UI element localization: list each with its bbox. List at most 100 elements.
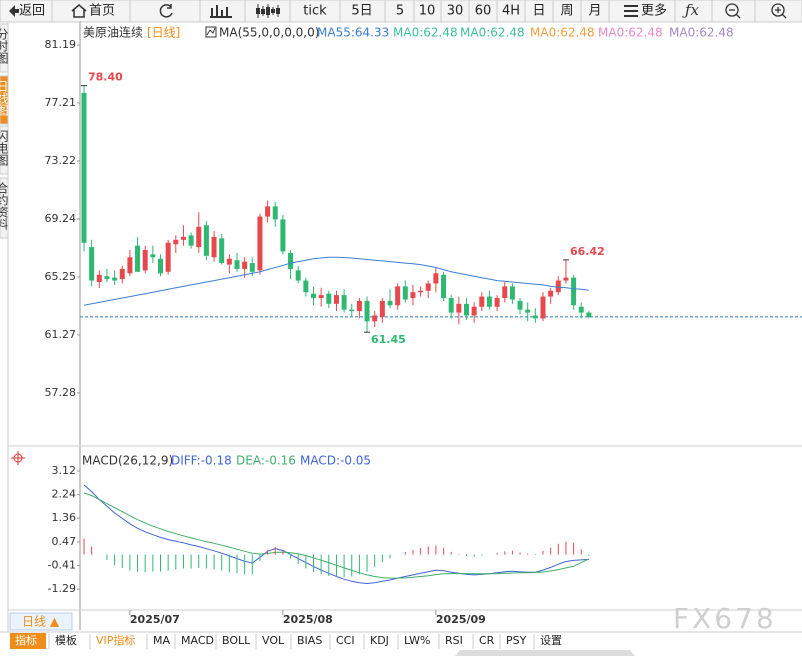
period-button[interactable]: 4H — [502, 4, 520, 19]
candle-body — [379, 300, 385, 317]
side-tab-label[interactable]: 闪电图 — [0, 130, 9, 166]
x-tick-label: 2025/07 — [130, 613, 180, 626]
period-button[interactable]: 60 — [475, 4, 492, 19]
candle-body — [265, 206, 271, 217]
bottom-tab[interactable]: MACD — [181, 634, 214, 647]
back-button[interactable]: 返回 — [19, 4, 45, 19]
candle-body — [188, 235, 194, 246]
candle-body — [311, 293, 316, 299]
candle-body — [219, 238, 225, 264]
scroll-handle[interactable] — [455, 650, 635, 656]
candle-body — [158, 258, 163, 274]
candle-body — [395, 286, 401, 306]
candle-body — [211, 236, 217, 258]
bottom-tab[interactable]: 指标 — [15, 633, 37, 647]
refresh-icon[interactable] — [159, 4, 173, 18]
indicator-label: MA(55,0,0,0,0,0) — [219, 26, 319, 40]
bottom-tab[interactable]: 设置 — [540, 634, 562, 647]
side-tab-label[interactable]: 合约资料 — [0, 181, 9, 230]
candle-body — [471, 306, 477, 316]
side-tab[interactable] — [0, 177, 8, 239]
period-selector[interactable] — [9, 612, 73, 631]
period-selector-label[interactable]: 日线 ▲ — [22, 615, 60, 629]
bottom-tab[interactable]: CR — [479, 634, 495, 647]
y-tick-label: -1.29 — [48, 582, 76, 595]
candle-body — [349, 309, 355, 312]
legend-entry: DIFF:-0.18 — [171, 454, 232, 468]
back-icon[interactable] — [9, 5, 19, 17]
candle-body — [242, 261, 248, 269]
period-button[interactable]: 5 — [396, 4, 404, 19]
legend-entry: MA0:62.48 — [393, 26, 458, 40]
candle-body — [280, 219, 286, 252]
period-button[interactable]: 10 — [419, 4, 436, 19]
annotation-label: 66.42 — [570, 245, 605, 258]
bottom-tab[interactable]: BIAS — [297, 634, 322, 647]
home-button[interactable]: 首页 — [89, 4, 115, 19]
candle-body — [540, 296, 546, 319]
candle-body — [142, 250, 148, 271]
period-buttons: tick 5日 5 10 30 60 4H 日周月 — [303, 4, 601, 19]
candle-body — [494, 298, 500, 307]
y-tick-label: 61.27 — [45, 328, 77, 341]
macd-icon[interactable] — [11, 451, 25, 465]
bottom-tab[interactable]: CCI — [336, 634, 355, 647]
side-tab[interactable] — [0, 125, 8, 175]
period-button[interactable]: 日 — [532, 4, 545, 19]
side-tab[interactable] — [0, 23, 8, 73]
bottom-tab[interactable]: 模板 — [55, 633, 77, 647]
bottom-tab[interactable]: MA — [153, 634, 170, 647]
fx-icon[interactable]: ƒx — [682, 1, 700, 19]
y-tick-label: 1.36 — [52, 511, 77, 524]
side-tab-label[interactable]: 日线图 — [0, 80, 9, 116]
bottom-tab[interactable]: VIP指标 — [96, 633, 135, 647]
side-tab[interactable] — [0, 75, 8, 125]
candle-body — [318, 295, 324, 299]
candle-body — [288, 252, 294, 269]
bottom-tab[interactable]: BOLL — [222, 634, 251, 647]
candle-body — [448, 298, 454, 313]
home-icon[interactable] — [71, 4, 87, 18]
bottom-tab[interactable]: KDJ — [370, 634, 389, 647]
candle-body — [418, 290, 424, 293]
candle-body — [456, 303, 462, 313]
indicator-icon[interactable] — [205, 26, 217, 38]
period-button[interactable]: 30 — [447, 4, 464, 19]
candle-body — [563, 277, 569, 281]
y-tick-label: -0.41 — [48, 559, 76, 572]
toolbar-separators — [51, 0, 756, 22]
candle-body — [372, 315, 378, 322]
bottom-tabs: 指标 模板 VIP指标 MA MACD BOLL VOL BIAS CCI KDJ LW% RSI CR… — [10, 633, 562, 649]
side-tab-label[interactable]: 分时图 — [0, 28, 9, 64]
x-tick-label: 2025/08 — [283, 613, 333, 626]
period-button[interactable]: 月 — [588, 4, 601, 19]
more-button[interactable]: 更多 — [641, 3, 667, 19]
candle-body — [196, 226, 202, 248]
bottom-tab[interactable]: PSY — [506, 634, 527, 647]
annotation-label: 61.45 — [371, 333, 406, 346]
bottom-tab[interactable]: LW% — [404, 634, 430, 647]
period-button[interactable]: 周 — [560, 4, 573, 19]
candle-body — [517, 300, 523, 310]
y-tick-label: 0.47 — [52, 535, 77, 548]
period-button[interactable]: tick — [303, 4, 327, 19]
candle-body — [135, 245, 141, 272]
bottom-tab[interactable]: RSI — [445, 634, 463, 647]
bottom-tab[interactable]: VOL — [262, 634, 285, 647]
candle-body — [341, 295, 347, 310]
candle-body — [257, 216, 263, 271]
zoom-icons[interactable] — [725, 3, 787, 19]
legend-entry: MA55:64.33 — [317, 26, 389, 40]
bars-icon[interactable] — [210, 5, 232, 18]
candle-body — [356, 300, 362, 312]
candle-body — [272, 206, 278, 220]
candle-body — [249, 263, 255, 272]
period-button[interactable]: 5日 — [351, 4, 372, 19]
ma-line — [83, 256, 589, 306]
menu-icon[interactable] — [624, 5, 638, 17]
candle-body — [96, 274, 102, 283]
y-tick-label: 81.19 — [45, 38, 77, 51]
candle-body — [234, 260, 240, 269]
